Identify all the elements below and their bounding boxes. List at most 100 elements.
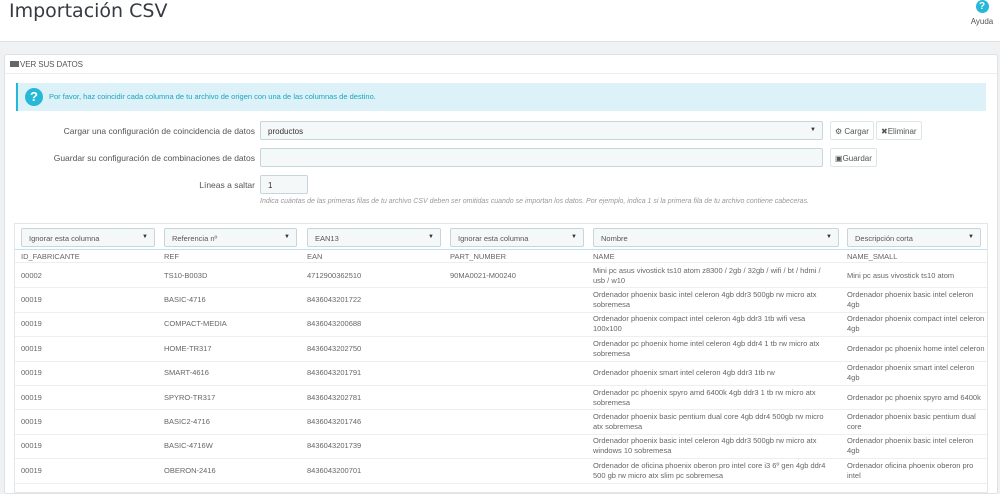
table-cell: Mini pc asus vivostick ts10 atom z8300 /…	[593, 265, 821, 285]
caret-down-icon: ▼	[284, 234, 290, 240]
column-mapping-value: Descripción corta	[855, 234, 913, 243]
table-header-row: ID_FABRICANTE REF EAN PART_NUMBER NAME NAME_S…	[15, 249, 987, 263]
load-button[interactable]: ⚙ Cargar	[830, 121, 874, 140]
table-row: 00019 COMPACT-MEDIA 8436043200688 Ordenador…	[15, 313, 987, 338]
caret-down-icon: ▼	[142, 234, 148, 240]
help-button[interactable]: ? Ayuda	[968, 0, 996, 26]
column-mapping-select[interactable]: EAN13 ▼	[307, 228, 441, 247]
table-cell: Ordenador phoenix basic intel celeron 4g…	[847, 436, 974, 456]
save-button[interactable]: ▣Guardar	[830, 148, 877, 167]
table-cell: 8436043200701	[307, 465, 362, 475]
column-header: ID_FABRICANTE	[21, 252, 80, 261]
table-cell: 00019	[21, 295, 42, 305]
load-button-label: Cargar	[844, 127, 869, 136]
skip-lines-hint: Indica cuántas de las primeras filas de …	[260, 198, 810, 205]
table-cell: Ordenador phoenix basic intel celeron 4g…	[847, 290, 974, 310]
table-cell: TS10-B003D	[164, 270, 208, 280]
column-header: NAME	[593, 252, 615, 261]
column-header: PART_NUMBER	[450, 252, 506, 261]
table-cell: 8436043202781	[307, 392, 362, 402]
table-cell: BASIC-4716W	[164, 441, 213, 451]
table-cell: 00019	[21, 368, 42, 378]
table-row: 00019 BASIC2-4716 8436043201746 Ordenador p…	[15, 410, 987, 435]
skip-lines-input[interactable]: 1	[260, 175, 308, 194]
table-cell: SPYRO-TR317	[164, 392, 216, 402]
column-mapping-select[interactable]: Ignorar esta columna ▼	[450, 228, 584, 247]
table-cell: BASIC-4716	[164, 295, 206, 305]
column-mapping-value: EAN13	[315, 234, 339, 243]
table-cell: Ordenador phoenix smart intel celeron 4g…	[593, 368, 775, 378]
table-cell: 8436043201722	[307, 295, 362, 305]
column-mapping-value: Ignorar esta columna	[29, 234, 100, 243]
table-cell: 00019	[21, 343, 42, 353]
table-cell: SMART-4616	[164, 368, 209, 378]
table-cell: 8436043201791	[307, 368, 362, 378]
table-cell: Ordenador pc phoenix home intel celeron …	[593, 338, 820, 358]
table-cell: 8436043202750	[307, 343, 362, 353]
column-mapping-value: Ignorar esta columna	[458, 234, 529, 243]
delete-button[interactable]: ✖Eliminar	[876, 121, 922, 140]
table-cell: 90MA0021-M00240	[450, 270, 516, 280]
table-row: 00002 TS10-B003D 4712900362510 90MA0021-M00…	[15, 264, 987, 289]
column-mapping-value: Referencia nº	[172, 234, 218, 243]
table-cell: Ordenador pc phoenix spyro amd 6400k 4gb…	[593, 387, 816, 407]
panel-title: VER SUS DATOS	[20, 60, 83, 69]
table-cell: COMPACT-MEDIA	[164, 319, 227, 329]
alert-text: Por favor, haz coincidir cada columna de…	[49, 92, 376, 101]
save-button-label: Guardar	[842, 154, 872, 163]
column-mapping-select[interactable]: Referencia nº ▼	[164, 228, 297, 247]
caret-down-icon: ▼	[428, 234, 434, 240]
column-header: NAME_SMALL	[847, 252, 898, 261]
table-cell: Ordenador pc phoenix spyro amd 6400k	[847, 392, 981, 402]
info-alert: ? Por favor, haz coincidir cada columna …	[16, 83, 986, 111]
table-cell: 00019	[21, 417, 42, 427]
column-mapping-value: Nombre	[601, 234, 628, 243]
column-mapping-select[interactable]: Nombre ▼	[593, 228, 839, 247]
column-header: EAN	[307, 252, 323, 261]
close-icon: ✖	[881, 127, 888, 136]
table-row: 00019 SMART-4616 8436043201791 Ordenador ph…	[15, 362, 987, 386]
table-cell: Ordenador pc phoenix home intel celeron	[847, 343, 985, 353]
page-header: Importación CSV ? Ayuda	[0, 0, 1000, 42]
column-mapping-select[interactable]: Descripción corta ▼	[847, 228, 981, 247]
caret-down-icon: ▼	[968, 234, 974, 240]
table-cell: Ordenador phoenix compact intel celeron …	[847, 314, 985, 334]
caret-down-icon: ▼	[810, 127, 816, 133]
table-row: 00019 HOME-TR317 8436043202750 Ordenador pc…	[15, 337, 987, 362]
load-config-value: productos	[268, 127, 304, 136]
page-title: Importación CSV	[9, 0, 168, 22]
column-mapping-select[interactable]: Ignorar esta columna ▼	[21, 228, 155, 247]
table-cell: Ordenador phoenix basic pentium dual cor…	[847, 412, 976, 432]
table-cell: Mini pc asus vivostick ts10 atom	[847, 270, 955, 280]
table-cell: 8436043200688	[307, 319, 362, 329]
table-cell: Ordenador oficina phoenix oberon pro int…	[847, 460, 974, 480]
table-cell: 4712900362510	[307, 270, 362, 280]
view-data-panel: VER SUS DATOS ? Por favor, haz coincidir…	[4, 54, 998, 494]
table-cell: Ordenador phoenix basic pentium dual cor…	[593, 412, 824, 432]
table-cell: Ordenador de oficina phoenix oberon pro …	[593, 460, 826, 480]
skip-lines-label: Líneas a saltar	[199, 180, 255, 190]
csv-preview-table: Ignorar esta columna ▼ Referencia nº ▼ EAN13…	[14, 223, 988, 493]
question-circle-icon: ?	[975, 0, 989, 13]
load-config-select[interactable]: productos ▼	[260, 121, 823, 140]
table-row: 00019 OBERON-2416 8436043200701 Ordenador d…	[15, 459, 987, 484]
table-cell: HOME-TR317	[164, 343, 212, 353]
delete-button-label: Eliminar	[887, 127, 917, 136]
caret-down-icon: ▼	[826, 234, 832, 240]
question-circle-icon: ?	[25, 88, 43, 106]
save-config-input[interactable]	[260, 148, 823, 167]
floppy-icon: ▣	[835, 154, 843, 163]
table-row: 00019 BASIC-4716W 8436043201739 Ordenador p…	[15, 435, 987, 460]
panel-heading: VER SUS DATOS	[5, 55, 997, 74]
help-label: Ayuda	[970, 17, 994, 26]
table-cell: Ordenador phoenix smart intel celeron 4g…	[847, 363, 975, 383]
table-cell: 00019	[21, 441, 42, 451]
caret-down-icon: ▼	[571, 234, 577, 240]
table-row: 00019 SPYRO-TR317 8436043202781 Ordenador p…	[15, 386, 987, 411]
table-cell: Ordenador phoenix basic intel celeron 4g…	[593, 290, 817, 310]
table-cell: BASIC2-4716	[164, 417, 210, 427]
gears-icon: ⚙	[835, 127, 843, 136]
table-cell: 00019	[21, 319, 42, 329]
table-cell: 00002	[21, 270, 42, 280]
save-config-label: Guardar su configuración de combinacione…	[53, 153, 255, 163]
